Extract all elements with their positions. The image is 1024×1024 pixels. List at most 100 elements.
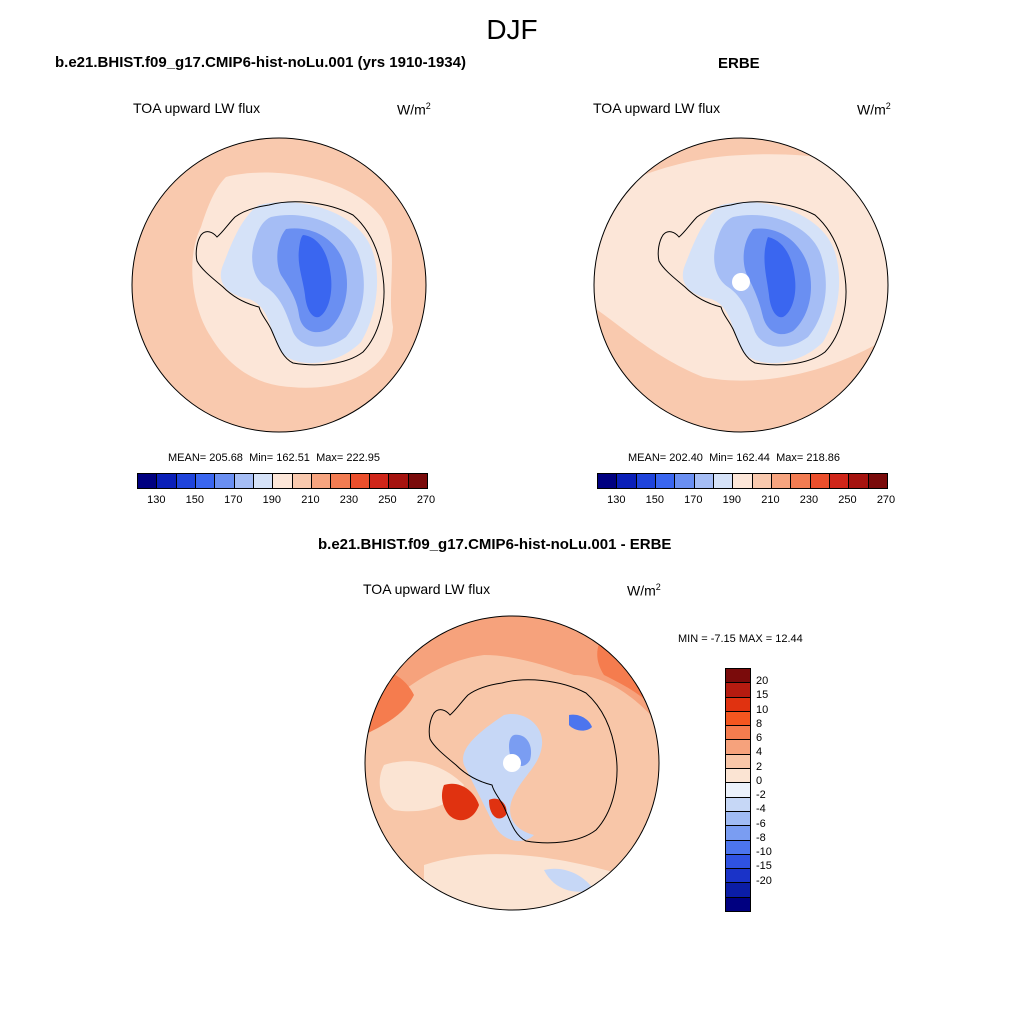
colorbar-tick-label: 150 [645, 494, 664, 506]
colorbar-swatch [726, 869, 750, 884]
colorbar-swatch [726, 797, 750, 812]
colorbar-tick-label: 15 [756, 689, 769, 702]
obs-antarctica-contour-4 [764, 237, 796, 318]
colorbar-swatch [311, 474, 332, 488]
colorbar-swatch [726, 697, 750, 712]
colorbar-tick-label: -2 [756, 789, 766, 802]
colorbar-tick-label: 230 [799, 494, 819, 506]
obs-coastline [657, 201, 847, 366]
obs-variable-label: TOA upward LW flux [593, 100, 721, 116]
colorbar-swatch [655, 474, 676, 488]
colorbar-swatch [234, 474, 254, 488]
obs-panel-title: ERBE [718, 55, 760, 72]
obs-colorbar [597, 473, 888, 489]
diff-colorbar-ticks: 20 15 10 8 6 4 2 0 -2 -4 -6 -8 -10 -15 -20 [756, 668, 796, 912]
colorbar-tick-label: -8 [756, 831, 766, 844]
colorbar-tick-label: 190 [262, 494, 282, 506]
colorbar-tick-label: 6 [756, 732, 763, 745]
colorbar-tick-label: 270 [416, 494, 436, 506]
obs-warm-band-bottom [594, 307, 888, 432]
colorbar-swatch [636, 474, 656, 488]
colorbar-swatch [726, 740, 750, 755]
colorbar-swatch [138, 474, 158, 488]
diff-coastline [428, 679, 618, 844]
colorbar-tick-label: 210 [301, 494, 320, 506]
colorbar-swatch [829, 474, 850, 488]
colorbar-tick-label: 8 [756, 717, 763, 730]
colorbar-tick-label: 130 [147, 494, 166, 506]
colorbar-tick-label: 4 [756, 746, 763, 759]
colorbar-tick-label: 2 [756, 760, 763, 773]
colorbar-tick-label: 130 [607, 494, 626, 506]
colorbar-swatch [771, 474, 792, 488]
colorbar-swatch [598, 474, 618, 488]
colorbar-swatch [694, 474, 714, 488]
colorbar-swatch [726, 669, 750, 684]
obs-polar-map [593, 137, 889, 433]
colorbar-tick-label: 270 [876, 494, 896, 506]
colorbar-swatch [726, 683, 750, 698]
colorbar-swatch [350, 474, 370, 488]
diff-colorbar [725, 668, 751, 912]
diff-pole-hole [503, 754, 521, 772]
obs-stats: MEAN= 202.40 Min= 162.44 Max= 218.86 [628, 452, 840, 464]
diff-positive-band-top [365, 616, 659, 725]
model-panel-title: b.e21.BHIST.f09_g17.CMIP6-hist-noLu.001 … [55, 54, 466, 71]
colorbar-swatch [176, 474, 196, 488]
diff-negative-south-patch [544, 868, 594, 892]
colorbar-swatch [726, 826, 750, 841]
model-colorbar-ticks: 130 150 170 190 210 230 250 270 [137, 494, 435, 508]
colorbar-swatch [389, 474, 409, 488]
diff-panel-title: b.e21.BHIST.f09_g17.CMIP6-hist-noLu.001 … [318, 536, 672, 553]
colorbar-swatch [675, 474, 695, 488]
model-stats: MEAN= 205.68 Min= 162.51 Max= 222.95 [168, 452, 380, 464]
colorbar-tick-label: 250 [378, 494, 397, 506]
obs-pole-hole [732, 273, 750, 291]
colorbar-swatch [752, 474, 772, 488]
colorbar-swatch [253, 474, 274, 488]
colorbar-tick-label: 170 [224, 494, 243, 506]
colorbar-swatch [849, 474, 869, 488]
colorbar-swatch [726, 897, 750, 912]
colorbar-tick-label: -10 [756, 846, 772, 859]
colorbar-swatch [733, 474, 753, 488]
obs-colorbar-ticks: 130 150 170 190 210 230 250 270 [597, 494, 895, 508]
diff-units-label: W/m2 [627, 582, 661, 599]
colorbar-tick-label: 250 [838, 494, 857, 506]
colorbar-swatch [726, 769, 750, 784]
model-polar-map [131, 137, 427, 433]
colorbar-swatch [369, 474, 390, 488]
diff-polar-map [364, 615, 660, 911]
diff-negative-east-patch [569, 714, 592, 731]
colorbar-tick-label: -6 [756, 817, 766, 830]
model-antarctica-contour-4 [298, 235, 332, 318]
obs-units-label: W/m2 [857, 101, 891, 118]
colorbar-swatch [726, 840, 750, 855]
colorbar-swatch [726, 711, 750, 727]
colorbar-swatch [408, 474, 427, 488]
colorbar-tick-label: 150 [185, 494, 204, 506]
colorbar-swatch [157, 474, 177, 488]
colorbar-swatch [292, 474, 312, 488]
colorbar-tick-label: 210 [761, 494, 780, 506]
diff-variable-label: TOA upward LW flux [363, 581, 491, 597]
diff-minmax: MIN = -7.15 MAX = 12.44 [678, 633, 803, 645]
colorbar-tick-label: -15 [756, 860, 772, 873]
colorbar-tick-label: 10 [756, 703, 769, 716]
model-coastline [195, 201, 385, 366]
colorbar-tick-label: -4 [756, 803, 766, 816]
colorbar-swatch [726, 726, 750, 741]
colorbar-swatch [273, 474, 293, 488]
colorbar-tick-label: 190 [722, 494, 742, 506]
model-units-label: W/m2 [397, 101, 431, 118]
colorbar-tick-label: 20 [756, 675, 769, 688]
diff-positive-peninsula-patch [441, 783, 479, 821]
colorbar-swatch [810, 474, 830, 488]
colorbar-swatch [726, 854, 750, 870]
obs-map-border [593, 137, 889, 433]
colorbar-swatch [215, 474, 235, 488]
colorbar-tick-label: 230 [339, 494, 359, 506]
colorbar-swatch [726, 811, 750, 827]
model-variable-label: TOA upward LW flux [133, 100, 261, 116]
colorbar-swatch [726, 783, 750, 798]
